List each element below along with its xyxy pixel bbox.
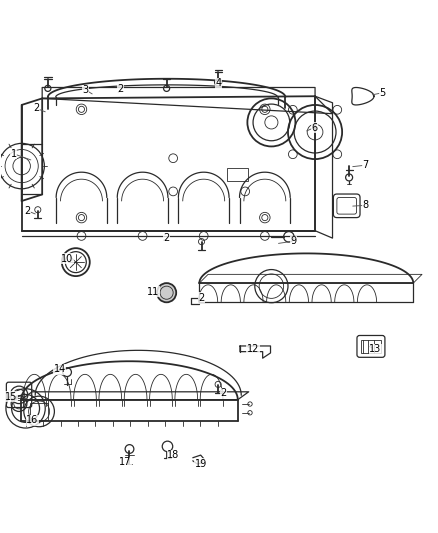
Text: 10: 10 xyxy=(61,254,73,264)
Text: 12: 12 xyxy=(247,344,259,354)
Text: 1: 1 xyxy=(11,149,17,159)
Text: 17: 17 xyxy=(119,457,131,467)
Text: 15: 15 xyxy=(5,392,18,401)
Text: 8: 8 xyxy=(362,200,368,211)
Text: 2: 2 xyxy=(33,103,39,114)
Text: 11: 11 xyxy=(147,287,159,297)
Text: 2: 2 xyxy=(163,233,170,243)
Circle shape xyxy=(157,283,176,302)
Text: 6: 6 xyxy=(311,123,317,133)
Text: 2: 2 xyxy=(118,84,124,94)
Text: 3: 3 xyxy=(83,85,89,95)
Text: 4: 4 xyxy=(215,78,221,88)
Text: 2: 2 xyxy=(198,293,205,303)
Text: 16: 16 xyxy=(26,415,38,425)
Text: 14: 14 xyxy=(53,364,66,374)
Text: 19: 19 xyxy=(194,459,207,469)
Text: 2: 2 xyxy=(24,206,30,216)
Text: 18: 18 xyxy=(167,450,179,460)
Text: 2: 2 xyxy=(220,388,226,398)
Text: 9: 9 xyxy=(290,236,296,246)
Text: 5: 5 xyxy=(380,88,386,98)
Text: 13: 13 xyxy=(369,344,381,354)
Text: 7: 7 xyxy=(362,160,368,170)
